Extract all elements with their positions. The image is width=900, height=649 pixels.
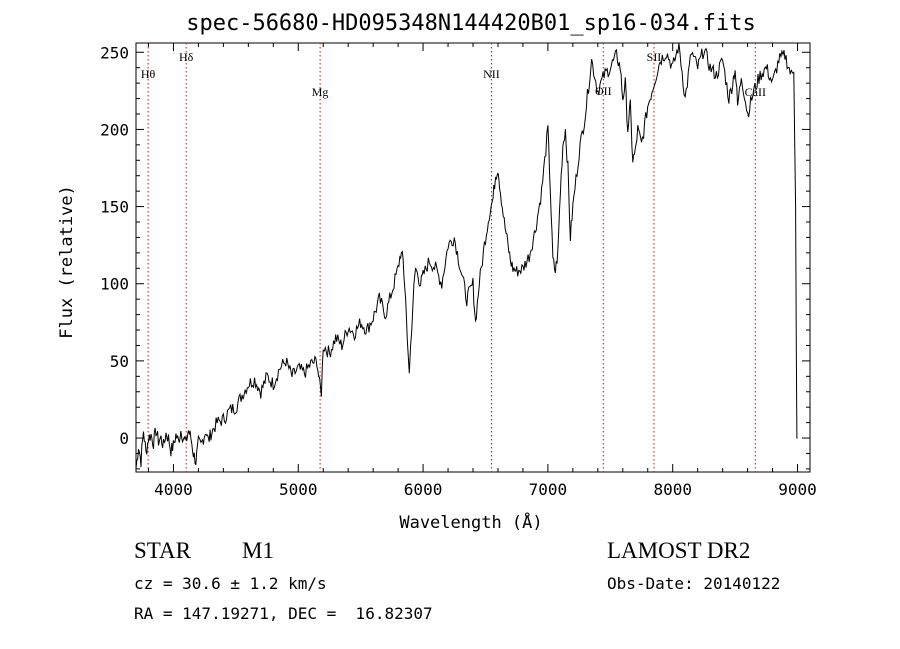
chart-title: spec-56680-HD095348N144420B01_sp16-034.f… bbox=[186, 11, 756, 36]
ra-dec-coords: RA = 147.19271, DEC = 16.82307 bbox=[134, 604, 433, 623]
marker-label: NII bbox=[483, 67, 500, 81]
marker-label: Hθ bbox=[141, 67, 156, 81]
redshift-cz: cz = 30.6 ± 1.2 km/s bbox=[134, 574, 327, 593]
spectrum-line bbox=[135, 42, 798, 470]
marker-label: SII bbox=[647, 50, 662, 64]
x-axis-label: Wavelength (Å) bbox=[399, 511, 542, 533]
x-tick-label: 6000 bbox=[404, 480, 443, 499]
marker-label: Mg bbox=[312, 85, 329, 99]
y-axis-label: Flux (relative) bbox=[57, 185, 77, 339]
y-tick-label: 50 bbox=[110, 352, 129, 371]
marker-label: CaII bbox=[745, 85, 766, 99]
y-tick-label: 100 bbox=[100, 275, 129, 294]
x-tick-label: 7000 bbox=[529, 480, 568, 499]
x-tick-label: 8000 bbox=[653, 480, 692, 499]
x-tick-label: 9000 bbox=[778, 480, 817, 499]
x-tick-label: 4000 bbox=[154, 480, 193, 499]
y-tick-label: 0 bbox=[119, 429, 129, 448]
y-tick-label: 150 bbox=[100, 198, 129, 217]
marker-label: Hδ bbox=[179, 50, 194, 64]
survey-name: LAMOST DR2 bbox=[607, 538, 751, 563]
object-class: STAR bbox=[134, 538, 191, 563]
axis-ticks: 4000 5000 6000 7000 8000 9000 0 50 100 150 200 250 bbox=[100, 43, 817, 499]
y-tick-label: 250 bbox=[100, 43, 129, 62]
object-subclass: M1 bbox=[242, 538, 274, 563]
obs-date: Obs-Date: 20140122 bbox=[607, 574, 781, 593]
x-tick-label: 5000 bbox=[279, 480, 318, 499]
y-tick-label: 200 bbox=[100, 120, 129, 139]
